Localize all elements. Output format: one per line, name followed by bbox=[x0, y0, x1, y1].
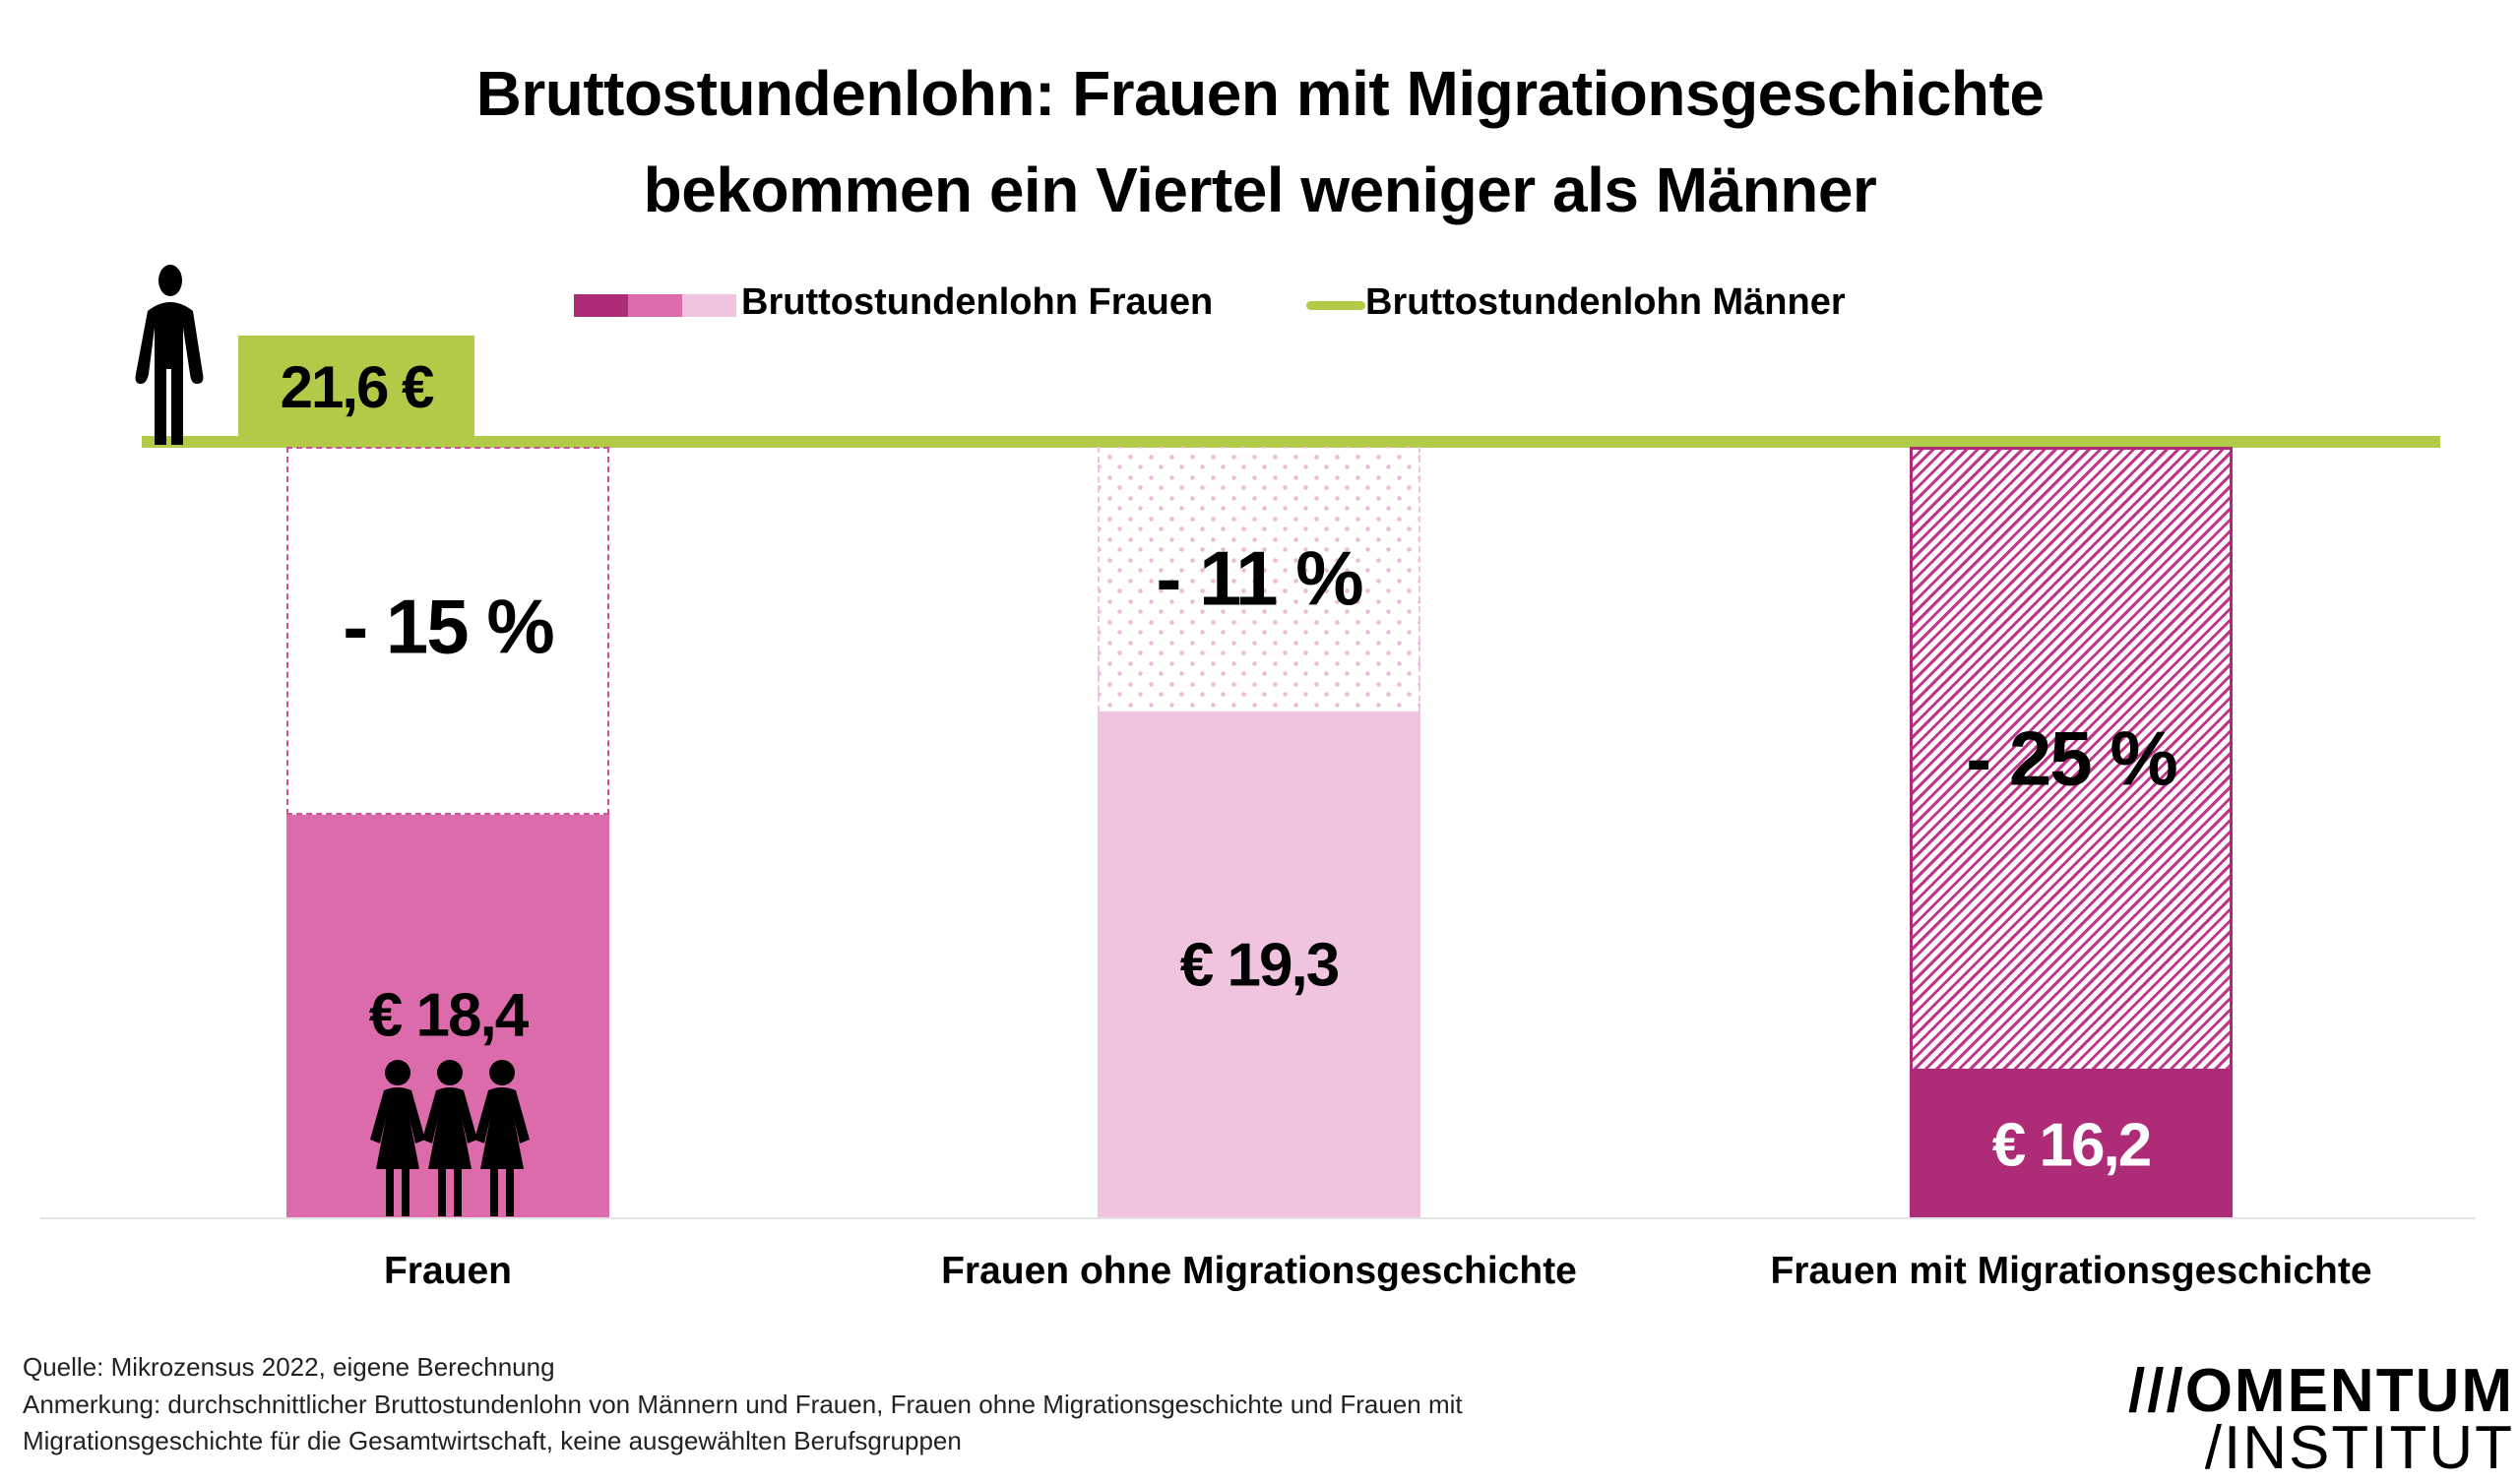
man-icon bbox=[135, 265, 204, 445]
gap-label-ohne-migration: - 11 % bbox=[1156, 534, 1363, 622]
bar-ohne-migration bbox=[1098, 711, 1420, 1218]
legend-label-men: Bruttostundenlohn Männer bbox=[1365, 281, 1846, 323]
footer-note-line2: Migrationsgeschichte für die Gesamtwirts… bbox=[23, 1426, 962, 1455]
value-label-ohne-migration: € 19,3 bbox=[1179, 931, 1340, 1000]
men-reference-label: 21,6 € bbox=[238, 336, 474, 438]
gap-label-mit-migration: - 25 % bbox=[1966, 714, 2177, 802]
women-group-icon bbox=[370, 1060, 530, 1216]
men-reference-line bbox=[142, 436, 2440, 448]
gap-area-ohne-migration bbox=[1098, 447, 1420, 712]
legend-swatch-mid bbox=[628, 294, 682, 317]
legend-swatch-light bbox=[682, 294, 736, 317]
value-label-frauen: € 18,4 bbox=[368, 981, 529, 1050]
category-label-frauen: Frauen bbox=[383, 1250, 513, 1292]
gap-label-frauen: - 15 % bbox=[343, 583, 554, 670]
logo-institut: /INSTITUT bbox=[2204, 1414, 2514, 1482]
footer-note-line1: Anmerkung: durchschnittlicher Bruttostun… bbox=[23, 1390, 1463, 1419]
x-axis-baseline bbox=[40, 1217, 2476, 1219]
chart-title-line2: bekommen ein Viertel weniger als Männer bbox=[643, 154, 1877, 225]
bar-mit-migration bbox=[1910, 1068, 2233, 1218]
logo-momentum: ///OMENTUM bbox=[2128, 1357, 2514, 1425]
category-label-ohne-migration: Frauen ohne Migrationsgeschichte bbox=[941, 1250, 1577, 1292]
category-label-mit-migration: Frauen mit Migrationsgeschichte bbox=[1770, 1250, 2372, 1292]
gap-area-mit-migration bbox=[1910, 447, 2233, 1069]
legend-label-women: Bruttostundenlohn Frauen bbox=[741, 281, 1214, 323]
chart-title-line1: Bruttostundenlohn: Frauen mit Migrations… bbox=[475, 58, 2045, 129]
footer-source: Quelle: Mikrozensus 2022, eigene Berechn… bbox=[23, 1352, 555, 1382]
legend-swatch-dark bbox=[574, 294, 628, 317]
gap-area-frauen bbox=[286, 447, 609, 816]
legend-swatch-men bbox=[1306, 301, 1365, 310]
value-label-mit-migration: € 16,2 bbox=[1991, 1111, 2152, 1180]
